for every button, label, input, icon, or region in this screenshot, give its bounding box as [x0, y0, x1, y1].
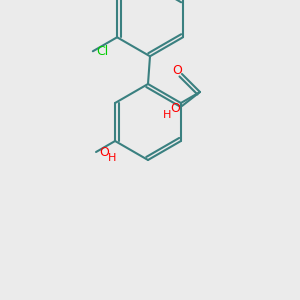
- Text: Cl: Cl: [97, 45, 109, 58]
- Text: H: H: [108, 153, 116, 163]
- Text: O: O: [99, 146, 109, 158]
- Text: H: H: [163, 110, 171, 120]
- Text: O: O: [172, 64, 182, 76]
- Text: O: O: [170, 103, 180, 116]
